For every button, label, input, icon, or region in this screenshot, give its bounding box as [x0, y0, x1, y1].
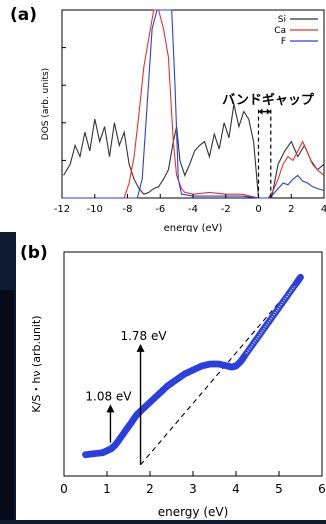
x-tick-label: -4 [188, 204, 198, 215]
dos-line-si [63, 103, 325, 199]
panel-b-scatter-points [82, 273, 304, 459]
x-tick-label: 3 [189, 482, 197, 496]
arrow-head-left [258, 108, 263, 115]
x-tick-label: -2 [221, 204, 231, 215]
arrow-head-right [266, 108, 271, 115]
x-tick-label: 2 [146, 482, 154, 496]
x-tick-label: -10 [87, 204, 103, 215]
x-tick-label: 6 [318, 482, 326, 496]
panel-b-background [16, 232, 326, 520]
x-tick-label: -12 [54, 204, 70, 215]
panel-b-ks-chart: (b) 1.08 eV 1.78 eV 0 1 2 3 4 5 6 energy (eV) K… [16, 232, 326, 520]
panel-a-legend: Si Ca F [274, 15, 318, 47]
x-tick-label: -6 [155, 204, 165, 215]
legend-label-ca: Ca [274, 26, 286, 36]
annotation-arrow-head [106, 404, 115, 413]
x-tick-label: 4 [321, 204, 326, 215]
panel-b-y-axis-label: K/S・hν (arb.unit) [30, 315, 43, 412]
band-gap-annotation: バンドギャップ [222, 92, 315, 198]
x-tick-label: 2 [288, 204, 294, 215]
x-tick-label: 0 [60, 482, 68, 496]
annotation-arrow-head [136, 343, 145, 352]
panel-b-x-axis-label: energy (eV) [158, 505, 229, 519]
panel-a-y-axis-label: DOS (arb. units) [41, 68, 51, 140]
annotation-label: 1.78 eV [120, 329, 167, 343]
data-point [297, 273, 304, 281]
x-tick-label: 1 [103, 482, 111, 496]
panel-a-x-ticks: -12 -10 -8 -6 -4 -2 0 2 4 [54, 47, 326, 215]
legend-label-si: Si [278, 15, 286, 25]
left-dark-strip [0, 290, 14, 520]
panel-b-x-ticks: 0 1 2 3 4 5 6 [60, 471, 326, 496]
x-tick-label: -8 [123, 204, 133, 215]
panel-b-annotations: 1.08 eV 1.78 eV [85, 329, 167, 465]
band-gap-marker [257, 108, 272, 198]
legend-label-f: F [281, 37, 286, 47]
panel-a-x-axis-label: energy (eV) [164, 223, 223, 234]
panel-a-dos-chart: (a) -12 -10 -8 -6 -4 -2 0 2 4 energy (eV) DOS (a… [0, 0, 326, 234]
band-gap-label: バンドギャップ [222, 92, 315, 108]
x-tick-label: 0 [255, 204, 261, 215]
x-tick-label: 5 [275, 482, 283, 496]
panel-a-label: (a) [10, 5, 37, 25]
x-tick-label: 4 [232, 482, 240, 496]
dos-line-ca [62, 9, 325, 199]
panel-b-label: (b) [20, 243, 48, 263]
annotation-label: 1.08 eV [85, 389, 132, 403]
